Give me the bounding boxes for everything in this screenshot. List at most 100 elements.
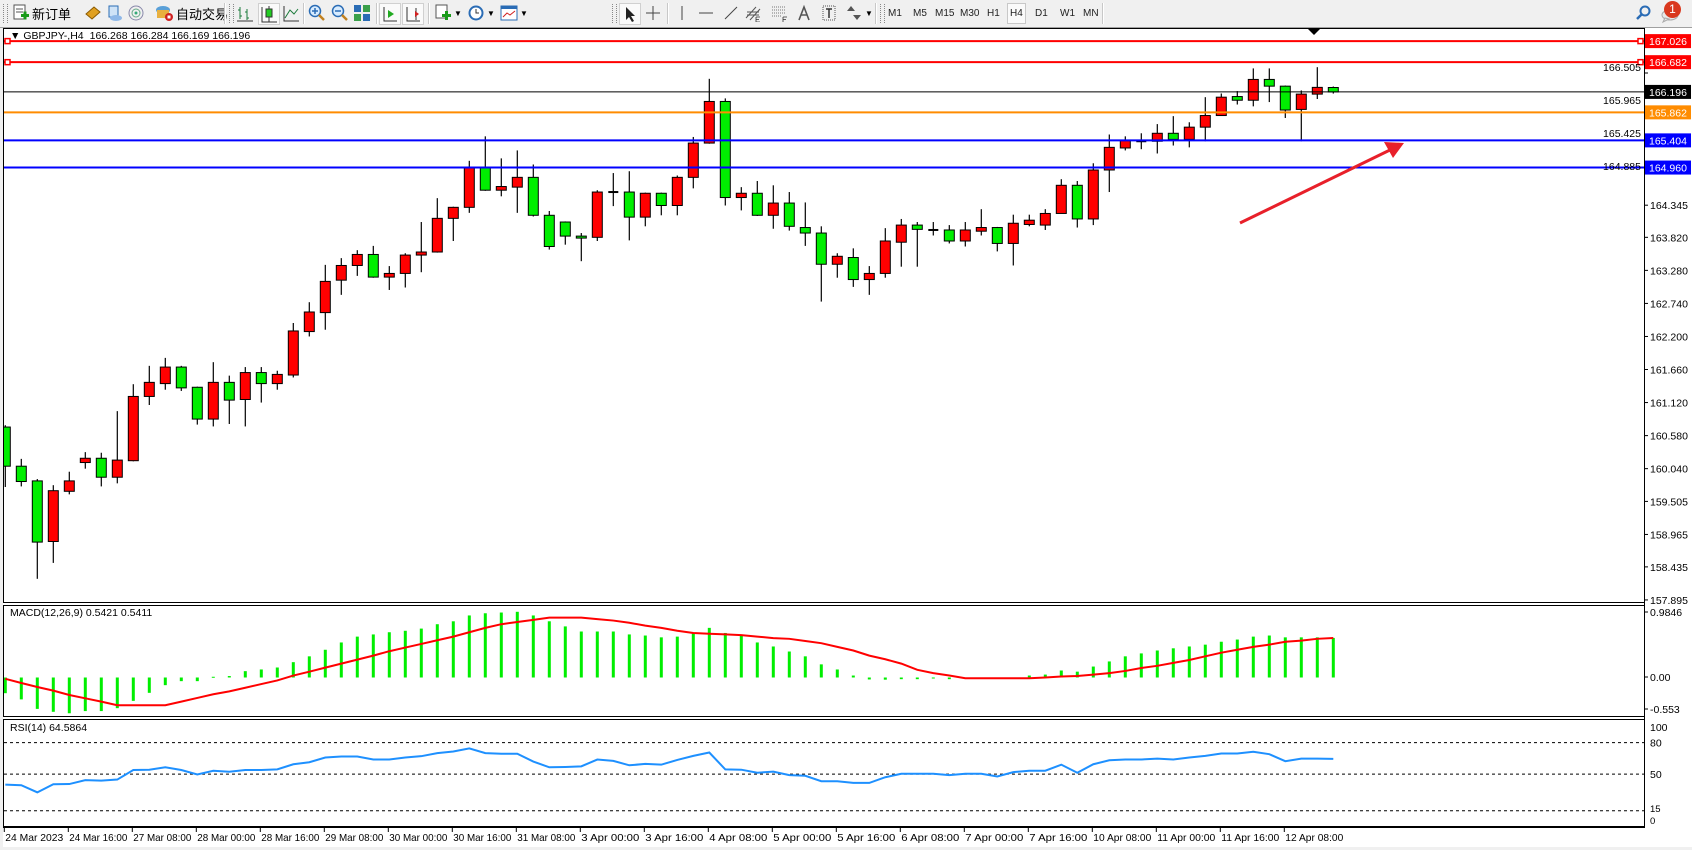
candle[interactable] bbox=[287, 323, 299, 378]
candle[interactable] bbox=[527, 164, 539, 217]
candle[interactable] bbox=[831, 253, 843, 278]
new-order-button[interactable]: 新订单 bbox=[12, 3, 71, 23]
candle[interactable] bbox=[608, 173, 619, 207]
candle[interactable] bbox=[1263, 68, 1275, 103]
candle[interactable] bbox=[335, 258, 347, 295]
candle[interactable] bbox=[799, 202, 811, 246]
arrow-shaft[interactable] bbox=[1239, 147, 1393, 225]
candle[interactable] bbox=[351, 250, 363, 276]
candle[interactable] bbox=[1039, 209, 1051, 230]
candle[interactable] bbox=[943, 225, 955, 244]
candle[interactable] bbox=[735, 187, 747, 211]
candle[interactable] bbox=[767, 185, 779, 229]
candle[interactable] bbox=[1071, 181, 1083, 228]
candle[interactable] bbox=[1087, 163, 1099, 226]
timeframe-m5[interactable]: M5 bbox=[913, 8, 927, 19]
bar-chart-button[interactable] bbox=[236, 3, 254, 23]
timeframe-m30[interactable]: M30 bbox=[960, 8, 980, 19]
text-label-tool-button[interactable] bbox=[820, 3, 838, 23]
price-pane[interactable] bbox=[0, 37, 1644, 579]
line-handle-icon[interactable] bbox=[4, 58, 11, 66]
navigator-button[interactable] bbox=[106, 3, 124, 23]
candle[interactable] bbox=[15, 458, 27, 487]
timeframe-d1[interactable]: D1 bbox=[1035, 8, 1048, 19]
candle[interactable] bbox=[703, 78, 715, 144]
candle[interactable] bbox=[863, 266, 875, 295]
timeframe-m15[interactable]: M15 bbox=[935, 8, 955, 19]
chevron-down-icon[interactable]: ▼ bbox=[487, 8, 495, 18]
market-watch-button[interactable] bbox=[84, 3, 102, 23]
toolbar-grip[interactable] bbox=[612, 4, 617, 23]
candle[interactable] bbox=[47, 485, 59, 563]
candle[interactable] bbox=[159, 357, 171, 390]
candle[interactable] bbox=[367, 245, 379, 278]
candle[interactable] bbox=[1247, 68, 1259, 107]
candle[interactable] bbox=[319, 264, 331, 330]
candle[interactable] bbox=[399, 253, 411, 288]
timeframe-m1[interactable]: M1 bbox=[888, 8, 902, 19]
zoom-out-button[interactable] bbox=[331, 3, 349, 23]
candle[interactable] bbox=[271, 370, 283, 390]
candle[interactable] bbox=[879, 228, 891, 278]
candle[interactable] bbox=[111, 411, 123, 484]
search-button[interactable] bbox=[1634, 3, 1652, 23]
candle[interactable] bbox=[223, 375, 235, 424]
candle[interactable] bbox=[0, 425, 11, 488]
candle[interactable] bbox=[671, 175, 683, 216]
candle[interactable] bbox=[447, 206, 459, 241]
candle[interactable] bbox=[559, 221, 571, 245]
candle[interactable] bbox=[463, 160, 475, 213]
cursor-tool-button[interactable] bbox=[619, 3, 641, 25]
candle[interactable] bbox=[175, 365, 187, 391]
timeframe-w1[interactable]: W1 bbox=[1060, 8, 1075, 19]
toolbar-grip[interactable] bbox=[229, 4, 234, 23]
trendline-tool-button[interactable] bbox=[722, 3, 740, 23]
periods-button[interactable]: ▼ bbox=[467, 3, 495, 23]
candle[interactable] bbox=[495, 158, 507, 197]
toolbar-grip[interactable] bbox=[3, 4, 8, 23]
auto-scroll-button[interactable] bbox=[379, 3, 401, 25]
timeframe-h1[interactable]: H1 bbox=[987, 8, 1000, 19]
candle[interactable] bbox=[1199, 97, 1211, 142]
indicators-button[interactable]: ▼ bbox=[434, 3, 462, 23]
candle[interactable] bbox=[1311, 67, 1323, 100]
candle[interactable] bbox=[623, 171, 635, 241]
fibonacci-tool-button[interactable] bbox=[770, 3, 788, 23]
candle[interactable] bbox=[975, 209, 987, 236]
tile-windows-button[interactable] bbox=[353, 3, 371, 23]
candle[interactable] bbox=[431, 198, 443, 253]
line-handle-icon[interactable] bbox=[1637, 37, 1644, 45]
signals-button[interactable] bbox=[127, 3, 145, 23]
equidistant-channel-tool-button[interactable] bbox=[744, 3, 762, 23]
candle[interactable] bbox=[1023, 214, 1035, 227]
candle[interactable] bbox=[1231, 91, 1243, 105]
zoom-in-button[interactable] bbox=[308, 3, 326, 23]
candle[interactable] bbox=[79, 452, 91, 469]
timeframe-mn[interactable]: MN bbox=[1083, 8, 1099, 19]
candle[interactable] bbox=[239, 367, 251, 427]
candle[interactable] bbox=[143, 365, 155, 406]
candle[interactable] bbox=[895, 218, 907, 267]
rsi-pane[interactable] bbox=[4, 742, 1644, 812]
chart-shift-button[interactable] bbox=[402, 3, 424, 25]
chevron-down-icon[interactable]: ▼ bbox=[520, 8, 528, 18]
candle[interactable] bbox=[1103, 134, 1115, 193]
candle[interactable] bbox=[1295, 90, 1307, 142]
horizontal-line-tool-button[interactable] bbox=[697, 3, 715, 23]
timeframe-h4[interactable]: H4 bbox=[1007, 3, 1026, 24]
toolbar-grip[interactable] bbox=[880, 4, 885, 23]
candle[interactable] bbox=[383, 266, 395, 290]
candle[interactable] bbox=[928, 222, 939, 236]
vertical-line-tool-button[interactable] bbox=[673, 3, 691, 23]
crosshair-tool-button[interactable] bbox=[644, 3, 662, 23]
candle[interactable] bbox=[991, 226, 1003, 252]
candle[interactable] bbox=[31, 479, 43, 579]
candle[interactable] bbox=[783, 192, 795, 231]
notification-badge[interactable]: 1 bbox=[1664, 1, 1681, 18]
text-tool-button[interactable] bbox=[797, 3, 811, 23]
candle[interactable] bbox=[591, 190, 603, 241]
chart-shift-marker-icon[interactable] bbox=[1308, 29, 1320, 35]
chevron-down-icon[interactable]: ▼ bbox=[865, 8, 873, 18]
candle[interactable] bbox=[191, 386, 203, 425]
line-handle-icon[interactable] bbox=[1637, 58, 1644, 66]
